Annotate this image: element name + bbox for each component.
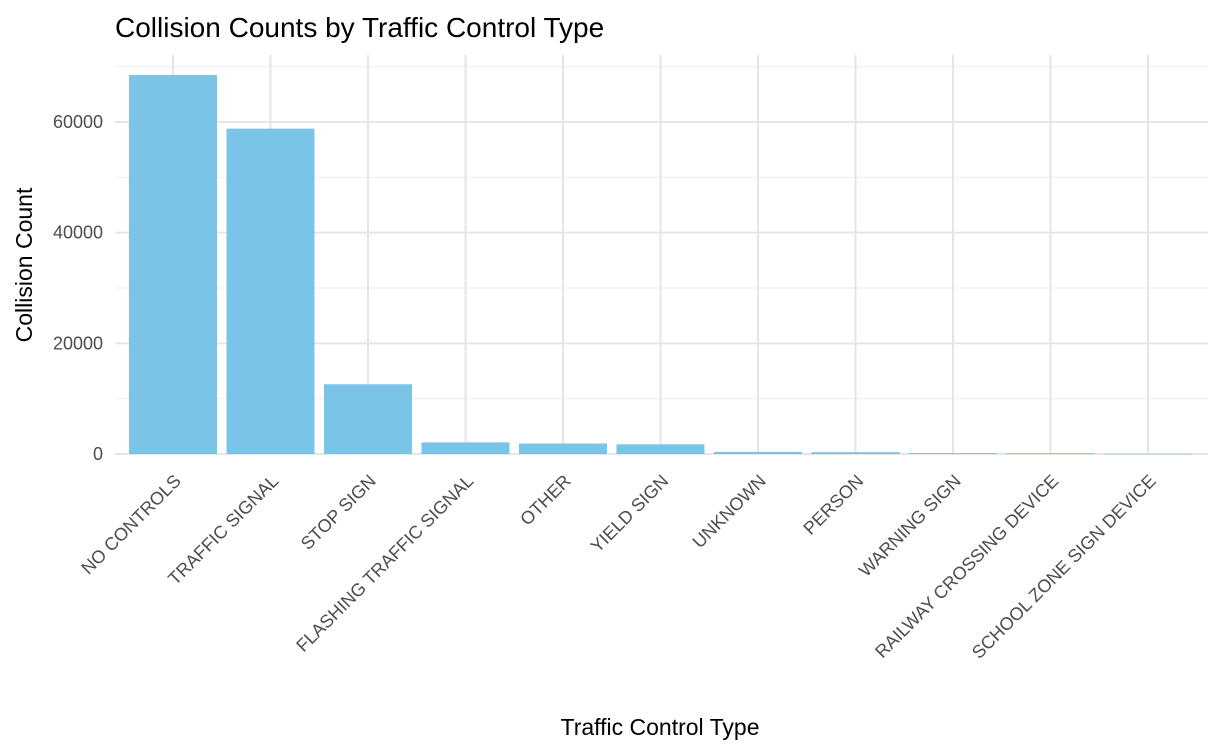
- bar: [616, 444, 705, 454]
- x-tick-label: SCHOOL ZONE SIGN DEVICE: [968, 471, 1160, 663]
- x-tick-label: PERSON: [799, 471, 867, 539]
- x-tick-label: FLASHING TRAFFIC SIGNAL: [292, 471, 477, 656]
- bar: [1104, 453, 1192, 455]
- bar: [519, 443, 607, 454]
- x-tick-label: UNKNOWN: [689, 471, 770, 552]
- bar: [811, 452, 900, 454]
- x-tick-label: NO CONTROLS: [77, 471, 184, 578]
- y-tick-label: 20000: [53, 333, 103, 353]
- x-axis-title: Traffic Control Type: [561, 714, 760, 740]
- x-tick-label: YIELD SIGN: [587, 471, 673, 557]
- x-tick-label: WARNING SIGN: [855, 471, 965, 581]
- chart-title: Collision Counts by Traffic Control Type: [115, 12, 604, 43]
- bar: [1006, 453, 1095, 454]
- bar: [324, 384, 412, 454]
- bar: [421, 442, 510, 454]
- bar: [909, 453, 997, 454]
- bar: [714, 451, 802, 454]
- bar: [129, 74, 217, 454]
- y-tick-label: 0: [93, 444, 103, 464]
- x-tick-label: STOP SIGN: [297, 471, 380, 554]
- y-tick-label: 60000: [53, 112, 103, 132]
- x-tick-label: RAILWAY CROSSING DEVICE: [871, 471, 1062, 662]
- bar: [226, 128, 315, 454]
- bars: [129, 74, 1192, 455]
- x-tick-label: TRAFFIC SIGNAL: [164, 471, 282, 589]
- y-axis-title: Collision Count: [11, 187, 37, 342]
- y-tick-label: 40000: [53, 223, 103, 243]
- x-tick-label: OTHER: [516, 471, 575, 530]
- y-axis-ticks: 0 20000 40000 60000: [53, 112, 103, 464]
